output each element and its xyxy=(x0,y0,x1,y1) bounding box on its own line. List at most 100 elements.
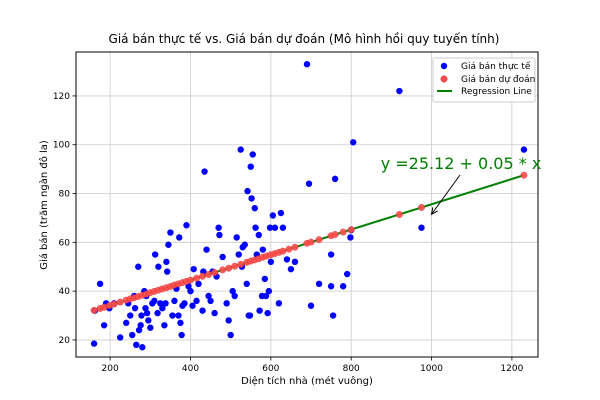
actual-price-point xyxy=(163,268,171,275)
plot-area xyxy=(90,60,528,351)
actual-price-point xyxy=(266,224,274,231)
actual-price-point xyxy=(307,302,315,309)
actual-price-point xyxy=(241,241,248,248)
actual-price-point xyxy=(123,319,130,327)
legend: Giá bán thực tế Giá bán dự đoán Regressi… xyxy=(432,57,536,103)
actual-price-point xyxy=(225,317,232,324)
actual-price-point xyxy=(233,234,240,241)
predicted-price-point xyxy=(307,238,315,246)
predicted-price-point xyxy=(237,260,245,268)
predicted-price-point xyxy=(219,266,227,274)
actual-price-point xyxy=(347,234,354,241)
actual-price-point xyxy=(520,146,528,153)
actual-price-point xyxy=(167,229,174,236)
actual-price-point xyxy=(262,292,270,300)
actual-price-point xyxy=(162,300,169,307)
actual-price-point xyxy=(195,280,202,287)
actual-price-point xyxy=(147,324,154,331)
actual-price-point xyxy=(264,309,271,317)
actual-price-point xyxy=(155,263,162,270)
y-axis-label: Giá bán (trăm ngàn đô la) xyxy=(38,140,50,270)
predicted-price-point xyxy=(520,171,528,179)
actual-price-point xyxy=(171,297,178,305)
actual-price-point xyxy=(350,139,357,146)
actual-price-point xyxy=(96,280,104,287)
actual-price-point xyxy=(205,292,212,300)
plot-frame xyxy=(75,51,539,358)
legend-marker-actual xyxy=(440,62,448,70)
x-tick-label: 600 xyxy=(262,364,279,374)
actual-price-point xyxy=(265,287,273,295)
actual-price-point xyxy=(100,322,108,329)
actual-price-point xyxy=(145,317,152,324)
y-tick-label: 40 xyxy=(59,287,71,297)
actual-price-point xyxy=(129,331,136,339)
legend-box xyxy=(432,57,536,103)
x-tick-label: 400 xyxy=(182,364,199,374)
actual-price-point xyxy=(177,319,184,327)
predicted-price-point xyxy=(193,274,200,282)
actual-price-point xyxy=(216,231,223,239)
actual-price-point xyxy=(269,212,277,219)
actual-price-point xyxy=(244,187,251,195)
actual-price-point xyxy=(305,180,313,187)
actual-price-point xyxy=(183,222,190,229)
x-tick-label: 800 xyxy=(343,364,360,374)
actual-price-point xyxy=(229,287,236,295)
annotation-arrow-shaft xyxy=(431,174,461,215)
predicted-price-point xyxy=(225,264,233,272)
actual-price-point xyxy=(227,331,234,339)
actual-price-point xyxy=(339,283,347,290)
actual-price-point xyxy=(259,246,267,253)
actual-price-point xyxy=(327,283,335,290)
predicted-price-point xyxy=(347,226,355,234)
predicted-price-point xyxy=(315,236,323,244)
actual-price-point xyxy=(135,326,143,334)
predicted-price-point xyxy=(199,272,206,280)
actual-price-point xyxy=(137,322,144,329)
predicted-price-point xyxy=(418,204,425,211)
y-tick-label: 80 xyxy=(59,190,71,200)
actual-price-point xyxy=(237,146,244,153)
y-tick-label: 100 xyxy=(53,141,70,151)
actual-price-point xyxy=(343,270,351,278)
actual-price-point xyxy=(287,265,295,273)
actual-price-point xyxy=(251,204,258,212)
actual-price-point xyxy=(161,322,168,329)
actual-price-point xyxy=(235,251,242,258)
regression-equation: y =25.12 + 0.05 * x xyxy=(381,154,542,173)
actual-price-point xyxy=(219,253,226,261)
legend-label-predicted: Giá bán dự đoán xyxy=(461,75,535,85)
regression-annotation: y =25.12 + 0.05 * x xyxy=(381,154,542,216)
actual-price-point xyxy=(135,263,142,270)
actual-price-point xyxy=(139,344,146,351)
y-tick-label: 20 xyxy=(59,336,71,346)
actual-price-point xyxy=(165,241,172,248)
actual-price-point xyxy=(256,307,263,314)
predicted-price-point xyxy=(339,228,347,236)
actual-price-point xyxy=(181,300,188,307)
actual-price-point xyxy=(151,251,159,258)
actual-price-point xyxy=(303,60,311,68)
actual-price-point xyxy=(327,251,335,258)
actual-price-point xyxy=(277,209,285,217)
actual-price-point xyxy=(279,224,287,231)
y-tick-label: 120 xyxy=(53,92,70,102)
predicted-price-point xyxy=(291,243,299,251)
actual-price-point xyxy=(127,312,134,319)
predicted-price-point xyxy=(279,247,287,255)
predicted-price-point xyxy=(231,262,239,270)
y-axis: 20 40 60 80 100 120 xyxy=(53,92,76,346)
actual-price-point xyxy=(163,258,170,266)
actual-price-point xyxy=(207,297,214,305)
actual-price-point xyxy=(283,256,291,263)
actual-price-point xyxy=(255,231,262,239)
actual-price-point xyxy=(252,224,259,231)
actual-price-point xyxy=(396,87,403,95)
x-axis-label: Diện tích nhà (mét vuông) xyxy=(241,375,373,387)
annotation-arrow-head xyxy=(430,207,438,216)
legend-label-actual: Giá bán thực tế xyxy=(461,61,531,72)
actual-price-point xyxy=(159,305,166,312)
actual-price-point xyxy=(248,195,255,202)
legend-marker-predicted xyxy=(440,75,448,83)
